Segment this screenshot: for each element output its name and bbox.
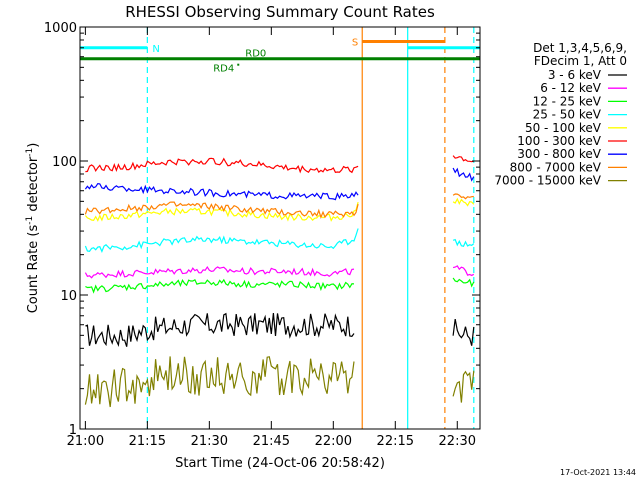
series-line (84, 201, 359, 222)
legend-entry-label: 7000 - 15000 keV (494, 174, 601, 188)
flag-label: S (352, 37, 358, 48)
series-line (85, 278, 355, 294)
y-tick-label: 100 (52, 155, 77, 170)
legend-entry-label: 300 - 800 keV (517, 147, 601, 161)
timestamp: 17-Oct-2021 13:44 (560, 468, 636, 477)
series-line (85, 312, 355, 347)
series-line (452, 277, 475, 288)
x-tick-label: 22:15 (377, 434, 414, 449)
series-line (452, 197, 475, 207)
x-axis: 21:00 21:15 21:30 21:45 22:00 22:15 22:30 (67, 27, 476, 449)
y-axis-label-end: ) (26, 143, 41, 148)
y-axis-label-sup2: -1 (25, 148, 35, 157)
flag-label: RD4 (213, 64, 234, 75)
flag-label: N (152, 44, 159, 55)
series-line (452, 238, 475, 248)
legend: Det 1,3,4,5,6,9, FDecim 1, Att 0 3 - 6 k… (494, 41, 627, 188)
series-line (452, 318, 475, 346)
y-axis-label: Count Rate (s-1 detector-1) (25, 143, 41, 314)
legend-entry-label: 50 - 100 keV (525, 121, 602, 135)
series-line (452, 193, 474, 200)
plot-area: N S RD0 RD4 (80, 27, 480, 429)
series-line (452, 265, 475, 277)
legend-entry-label: 12 - 25 keV (533, 94, 602, 108)
x-tick-label: 21:00 (67, 434, 104, 449)
x-tick-label: 21:45 (253, 434, 290, 449)
y-tick-label: 1 (69, 423, 77, 438)
y-axis-label-sup1: -1 (25, 216, 35, 225)
flag-label: RD0 (245, 49, 266, 60)
y-tick-label: 10 (60, 289, 77, 304)
legend-title-2: FDecim 1, Att 0 (534, 54, 627, 68)
legend-entry-label: 100 - 300 keV (517, 134, 601, 148)
y-axis: 1 10 100 1000 (44, 21, 480, 438)
y-axis-label-mid: detector (26, 156, 41, 216)
x-tick-label: 21:15 (129, 434, 166, 449)
series-line (452, 155, 474, 163)
flag-marker (237, 63, 240, 66)
y-axis-label-main: Count Rate (s (26, 225, 41, 314)
legend-entry-label: 800 - 7000 keV (510, 160, 602, 174)
series-line (84, 228, 359, 253)
x-tick-label: 22:00 (315, 434, 352, 449)
x-tick-label: 21:30 (191, 434, 228, 449)
series-line (84, 266, 355, 279)
plot-frame (79, 26, 481, 430)
series-line (85, 157, 359, 174)
legend-entry-label: 25 - 50 keV (533, 108, 602, 122)
legend-entry-label: 3 - 6 keV (548, 68, 602, 82)
legend-title-1: Det 1,3,4,5,6,9, (533, 41, 627, 55)
chart-title: RHESSI Observing Summary Count Rates (125, 3, 435, 21)
series-line (84, 356, 355, 408)
series-line (452, 370, 475, 403)
series-line (84, 182, 359, 201)
y-tick-label: 1000 (44, 21, 77, 36)
legend-entry-label: 6 - 12 keV (540, 81, 602, 95)
series-line (84, 201, 359, 219)
series-line (452, 167, 475, 182)
x-tick-label: 22:30 (439, 434, 476, 449)
x-axis-label: Start Time (24-Oct-06 20:58:42) (175, 456, 385, 471)
